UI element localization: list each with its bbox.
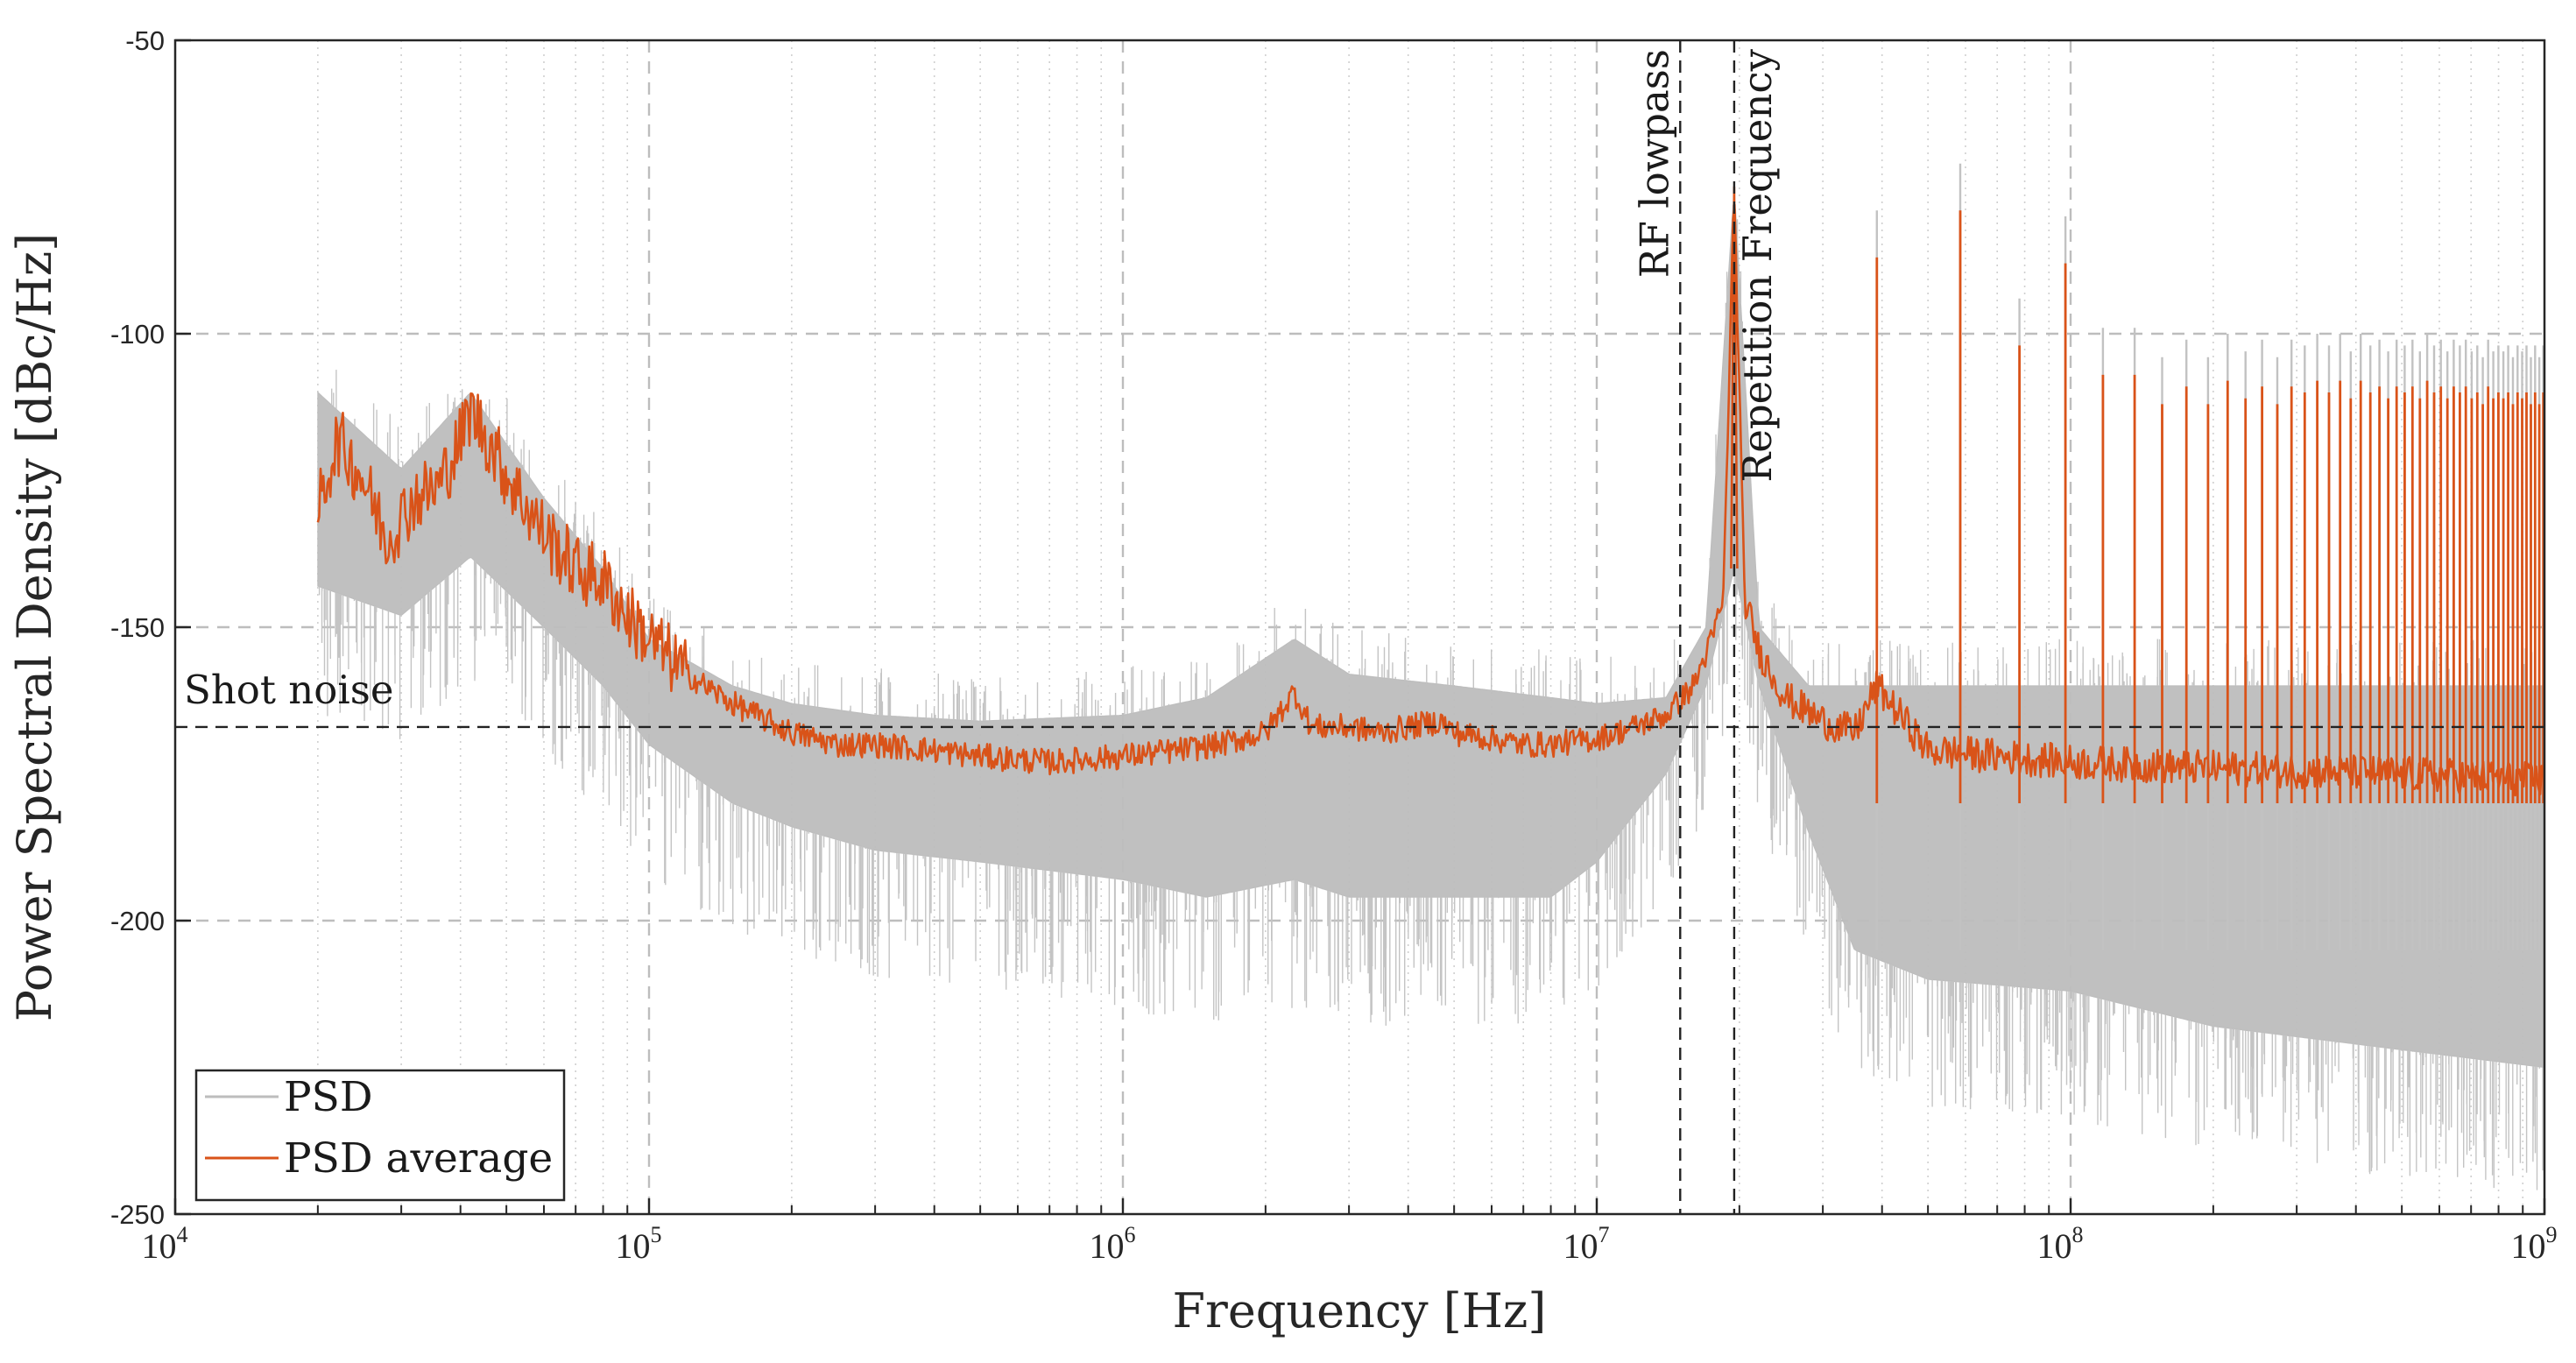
x-tick-label-base: 10 — [1563, 1226, 1599, 1266]
x-tick-label-exponent: 6 — [1125, 1222, 1136, 1247]
x-tick-label-base: 10 — [616, 1226, 651, 1266]
y-tick-labels: -50 -100 -150 -200 -250 — [110, 25, 165, 1230]
axis-ticks — [173, 39, 2546, 1216]
x-tick-label-base: 10 — [2037, 1226, 2072, 1266]
x-tick-label: 106 — [1090, 1222, 1136, 1266]
y-tick-label: -50 — [125, 25, 165, 56]
x-tick-label-exponent: 8 — [2072, 1222, 2084, 1247]
legend-box — [194, 1069, 566, 1202]
x-tick-label: 105 — [616, 1222, 662, 1266]
y-tick-label: -150 — [110, 612, 165, 643]
psd-average-spikes — [1875, 210, 2544, 803]
repetition-frequency-label: Repetition Frequency — [1734, 48, 1781, 482]
y-axis-label: Power Spectral Density [dBc/Hz] — [7, 233, 62, 1021]
psd-series-noise — [318, 219, 2544, 1190]
x-tick-label-base: 10 — [142, 1226, 177, 1266]
x-tick-label-base: 10 — [2511, 1226, 2546, 1266]
shot-noise-label: Shot noise — [184, 667, 393, 713]
x-tick-label: 104 — [142, 1222, 188, 1266]
legend-psd-average-label: PSD average — [284, 1134, 553, 1183]
x-tick-label-exponent: 4 — [177, 1222, 188, 1247]
y-tick-label: -100 — [110, 319, 165, 350]
legend: PSD PSD average — [194, 1069, 566, 1202]
rf-lowpass-label: RF lowpass — [1631, 49, 1677, 278]
y-tick-label: -200 — [110, 906, 165, 936]
x-tick-label-exponent: 5 — [651, 1222, 662, 1247]
x-tick-label: 107 — [1563, 1222, 1610, 1266]
x-tick-label: 108 — [2037, 1222, 2084, 1266]
y-tick-label: -250 — [110, 1199, 165, 1230]
legend-psd-label: PSD — [284, 1073, 373, 1121]
x-axis-label: Frequency [Hz] — [1173, 1283, 1547, 1338]
x-tick-label-exponent: 9 — [2546, 1222, 2558, 1247]
x-tick-label: 109 — [2511, 1222, 2558, 1266]
x-tick-labels: 104 105 106 107 108 109 — [142, 1222, 2558, 1266]
x-tick-label-base: 10 — [1090, 1226, 1125, 1266]
x-tick-label-exponent: 7 — [1599, 1222, 1610, 1247]
